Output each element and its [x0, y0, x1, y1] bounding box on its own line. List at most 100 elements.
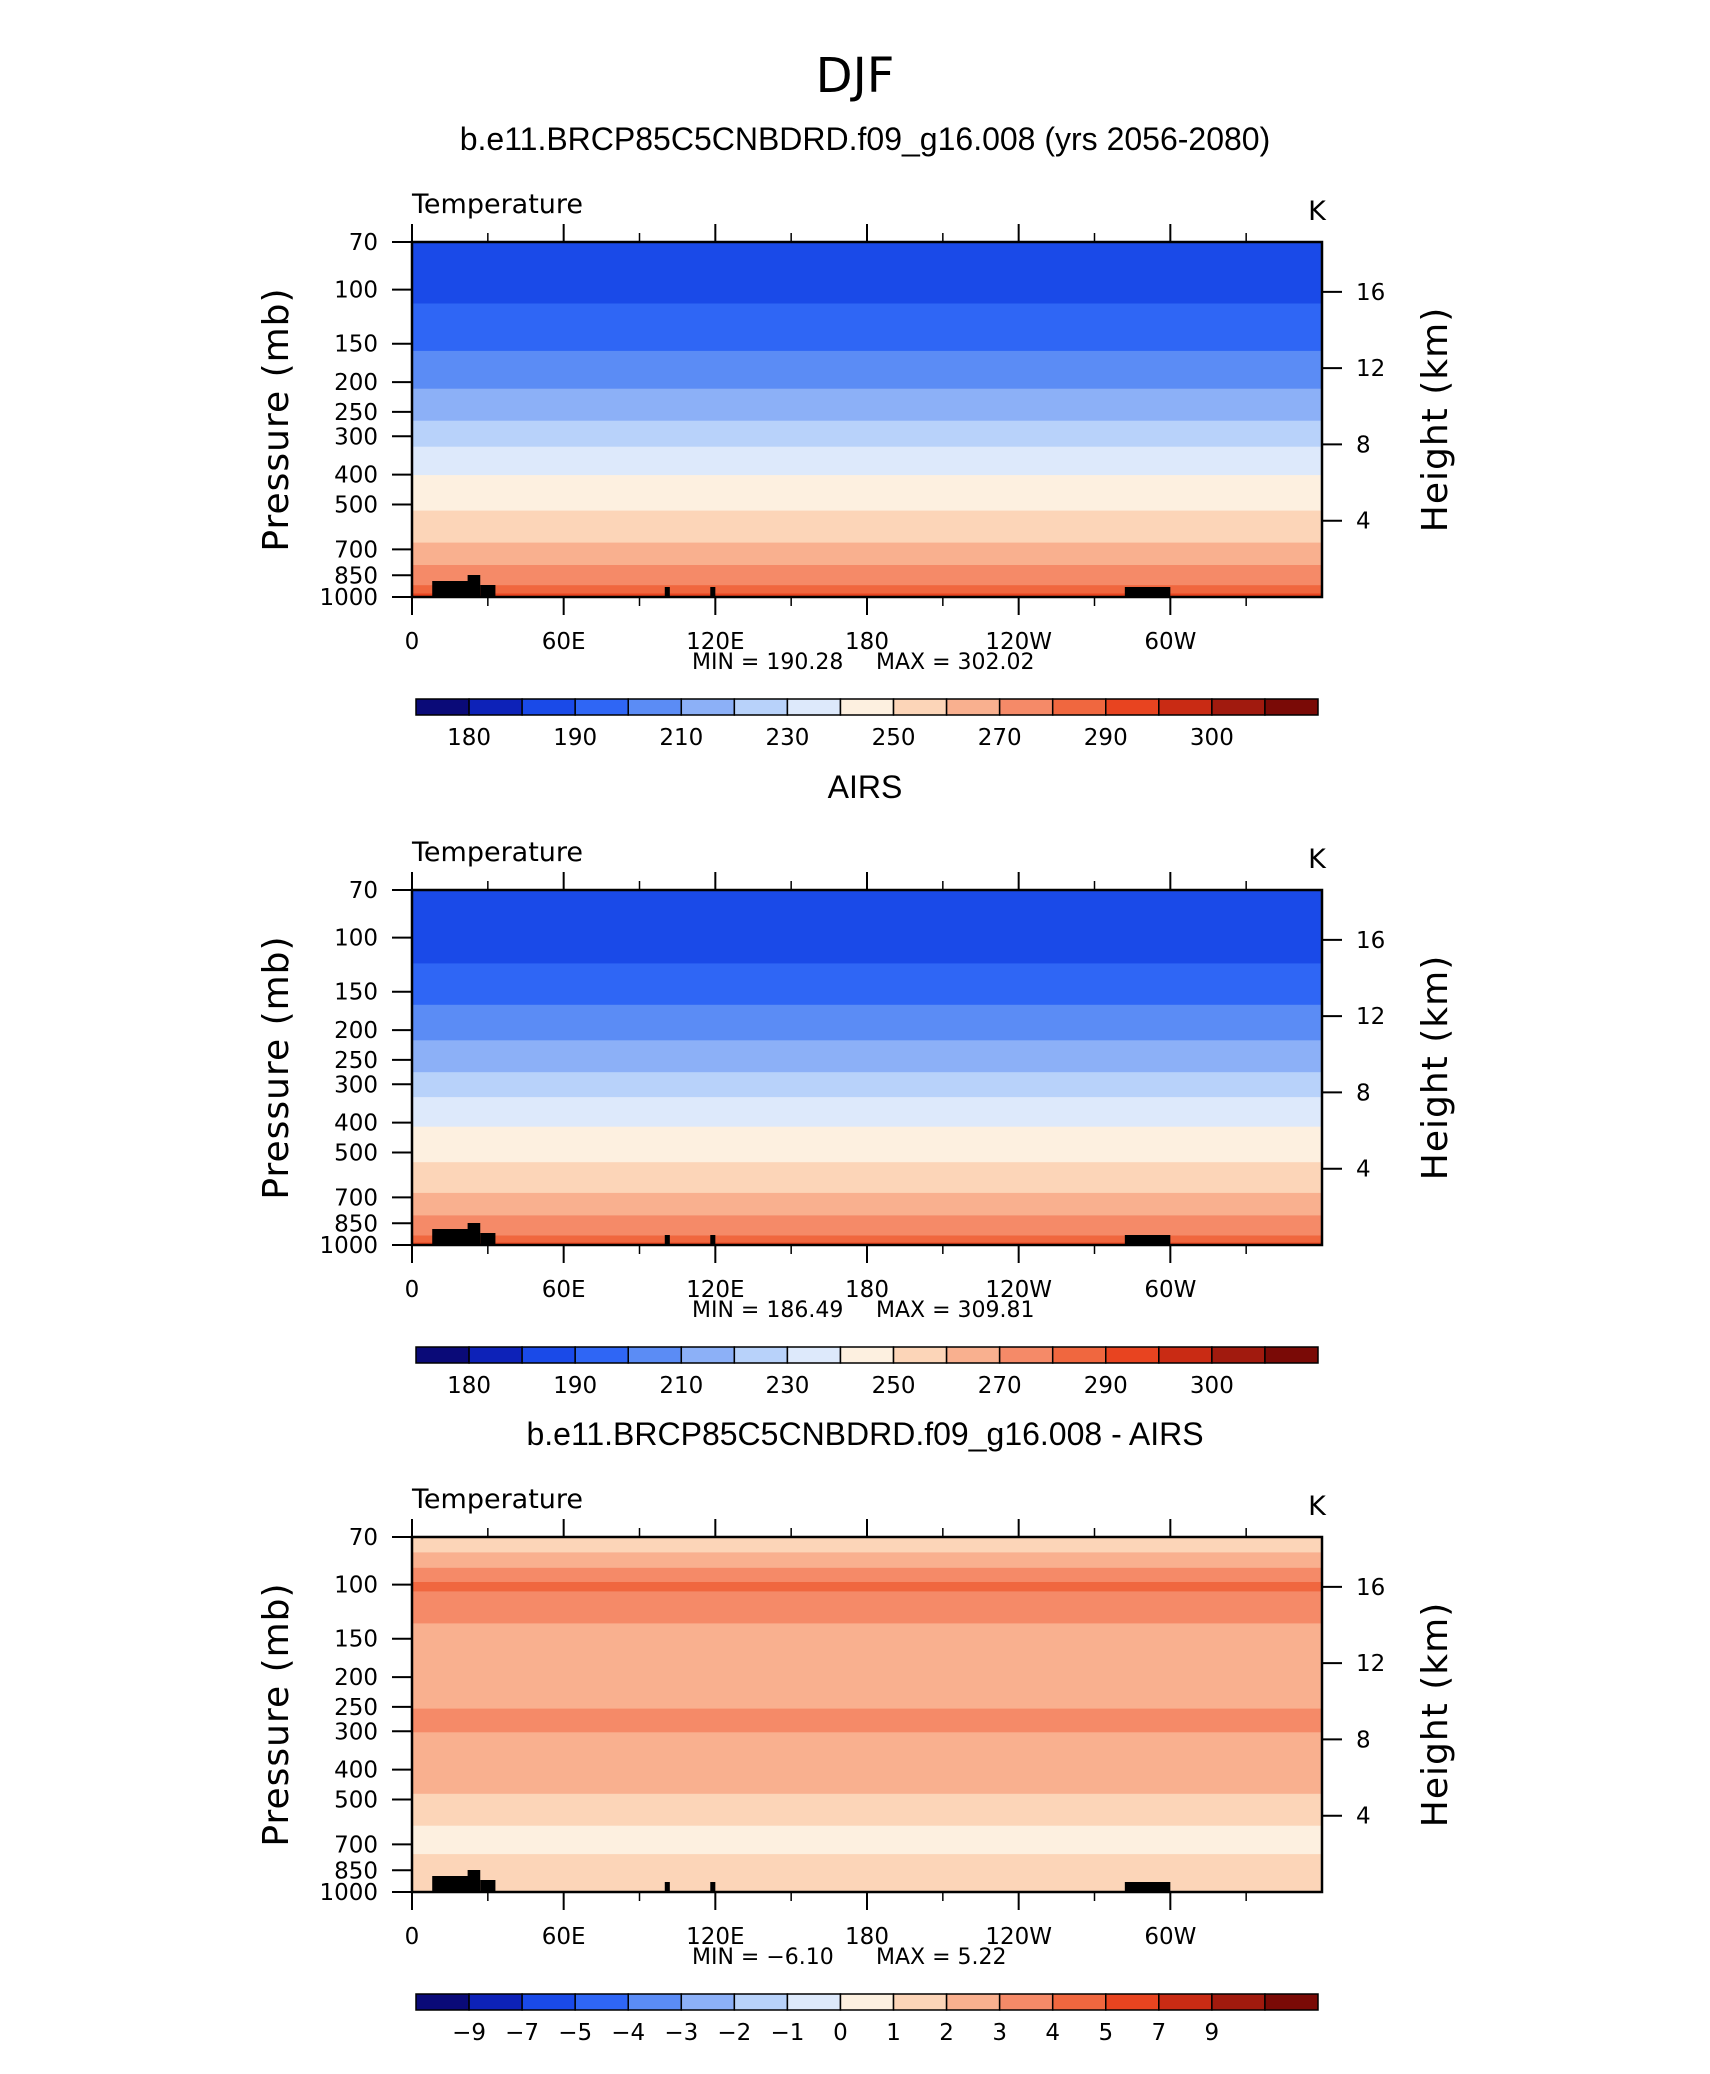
y2-tick-label: 8 [1356, 1080, 1371, 1106]
y2-tick-label: 8 [1356, 1727, 1371, 1753]
colorbar-box [1158, 698, 1213, 716]
terrain-mask [467, 1870, 481, 1892]
colorbar-label: 5 [1098, 2020, 1113, 2046]
x-tick-label: 0 [405, 1277, 420, 1303]
contour-band [412, 1004, 1322, 1041]
colorbar-box [733, 1346, 789, 1364]
y-tick-label: 700 [334, 1185, 378, 1211]
terrain-mask [432, 1229, 473, 1245]
contour-band [412, 1072, 1322, 1098]
y2-tick-label: 4 [1356, 1157, 1371, 1183]
contour-band [412, 1040, 1322, 1073]
variable-label: Temperature [411, 837, 583, 868]
contour-band [412, 1215, 1322, 1237]
contour-band [412, 1567, 1322, 1583]
colorbar-box [786, 1993, 842, 2011]
colorbar-box [839, 1346, 895, 1364]
colorbar-label: −9 [452, 2020, 486, 2046]
colorbar-box [1264, 1993, 1319, 2011]
colorbar-box [1105, 1993, 1160, 2011]
y-tick-label: 400 [334, 1758, 378, 1784]
y-tick-label: 150 [334, 1627, 378, 1653]
y-tick-label: 100 [334, 926, 378, 952]
contour-band [412, 1793, 1322, 1827]
y-tick-label: 1000 [319, 1233, 378, 1259]
contour-band [412, 1192, 1322, 1216]
x-tick-label: 60E [542, 1924, 586, 1950]
colorbar-label: 290 [1084, 725, 1128, 751]
y-tick-label: 70 [349, 1525, 378, 1551]
colorbar-label: −2 [717, 2020, 751, 2046]
colorbar-box [468, 1346, 523, 1364]
panel-1: b.e11.BRCP85C5CNBDRD.f09_g16.008 (yrs 20… [256, 121, 1456, 751]
x-tick-label: 60E [542, 1277, 586, 1303]
contour-band [412, 1126, 1322, 1163]
colorbar-label: 230 [765, 725, 809, 751]
contour-band [412, 585, 1322, 595]
y-tick-label: 300 [334, 424, 378, 450]
colorbar-label: 270 [978, 1373, 1022, 1399]
contour-band [412, 963, 1322, 1006]
y-tick-label: 250 [334, 1048, 378, 1074]
colorbar-box [892, 698, 948, 716]
colorbar-label: −7 [505, 2020, 539, 2046]
contour-band [412, 1097, 1322, 1128]
contour-band [412, 1854, 1322, 1892]
y2-tick-label: 16 [1356, 928, 1385, 954]
terrain-mask [1124, 587, 1171, 597]
x-tick-label: 120E [686, 1924, 744, 1950]
colorbar-box [892, 1346, 948, 1364]
colorbar-box [574, 698, 629, 716]
colorbar-box [1105, 698, 1160, 716]
contour-band [412, 510, 1322, 544]
y-tick-label: 100 [334, 278, 378, 304]
contour-fill [412, 890, 1322, 1245]
x-tick-label: 180 [845, 1277, 889, 1303]
contour-band [412, 388, 1322, 422]
colorbar: 180 190 210 230 250 270 290 300 [415, 1346, 1319, 1399]
y-tick-label: 700 [334, 1832, 378, 1858]
colorbar-box [945, 698, 1001, 716]
x-tick-label: 180 [845, 629, 889, 655]
terrain-mask [664, 587, 670, 597]
panel-2: AIRS Temperature K 0 60E 120E 180 120W 60W 70 100 1… [256, 769, 1456, 1399]
colorbar-label: 230 [765, 1373, 809, 1399]
y-tick-label: 200 [334, 1018, 378, 1044]
min-value: MIN = −6.10 [692, 1945, 834, 1970]
colorbar-box [627, 698, 683, 716]
colorbar-box [521, 1346, 576, 1364]
y-tick-label: 700 [334, 537, 378, 563]
x-tick-label: 60W [1144, 1924, 1196, 1950]
contour-band [412, 420, 1322, 448]
x-tick-label: 0 [405, 1924, 420, 1950]
colorbar-box [1211, 698, 1266, 716]
min-value: MIN = 190.28 [692, 650, 843, 675]
colorbar-label: 270 [978, 725, 1022, 751]
x-tick-label: 120W [985, 1277, 1052, 1303]
panel-title: AIRS [828, 769, 903, 805]
contour-band [412, 446, 1322, 476]
colorbar-label: 180 [447, 1373, 491, 1399]
y2-tick-label: 12 [1356, 1651, 1385, 1677]
colorbar-box [892, 1993, 948, 2011]
terrain-mask [432, 581, 473, 597]
contour-band [412, 1552, 1322, 1569]
contour-band [412, 890, 1322, 964]
y-axis-title: Pressure (mb) [256, 935, 297, 1199]
contour-band [412, 1825, 1322, 1855]
y2-tick-label: 12 [1356, 1004, 1385, 1030]
colorbar-label: 3 [992, 2020, 1007, 2046]
variable-label: Temperature [411, 189, 583, 220]
colorbar: −9 −7 −5 −4 −3 −2 −1 0 1 2 3 4 5 7 9 [415, 1993, 1319, 2046]
colorbar-box [1105, 1346, 1160, 1364]
y2-tick-label: 4 [1356, 1804, 1371, 1830]
colorbar-box [627, 1346, 683, 1364]
contour-band [412, 593, 1322, 597]
contour-band [412, 1235, 1322, 1244]
terrain-mask [480, 585, 496, 597]
colorbar-box [1264, 1346, 1319, 1364]
colorbar-box [468, 698, 523, 716]
colorbar-label: 300 [1190, 725, 1234, 751]
contour-band [412, 542, 1322, 566]
terrain-mask [480, 1880, 496, 1892]
